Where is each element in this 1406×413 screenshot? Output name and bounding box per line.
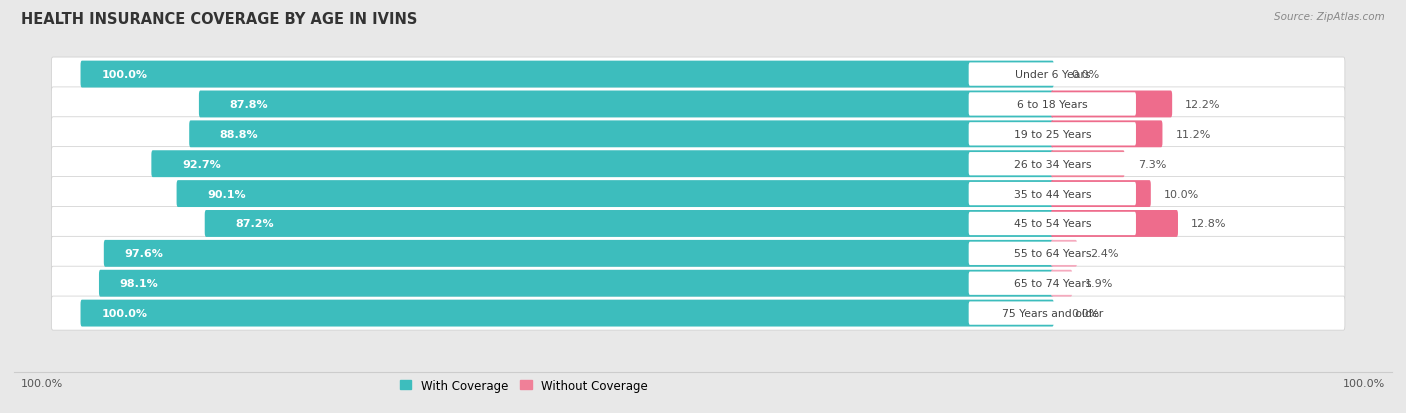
FancyBboxPatch shape: [152, 151, 1053, 178]
FancyBboxPatch shape: [198, 91, 1053, 118]
FancyBboxPatch shape: [80, 300, 1053, 327]
Text: 1.9%: 1.9%: [1085, 278, 1114, 289]
Text: 87.8%: 87.8%: [229, 100, 269, 110]
Text: 0.0%: 0.0%: [1071, 309, 1099, 318]
FancyBboxPatch shape: [1050, 91, 1173, 118]
FancyBboxPatch shape: [969, 123, 1136, 146]
Text: 75 Years and older: 75 Years and older: [1001, 309, 1102, 318]
Text: 45 to 54 Years: 45 to 54 Years: [1014, 219, 1091, 229]
Text: 0.0%: 0.0%: [1071, 70, 1099, 80]
Text: 65 to 74 Years: 65 to 74 Years: [1014, 278, 1091, 289]
Text: 12.2%: 12.2%: [1185, 100, 1220, 110]
FancyBboxPatch shape: [1050, 240, 1077, 267]
FancyBboxPatch shape: [1050, 270, 1073, 297]
Text: 90.1%: 90.1%: [207, 189, 246, 199]
FancyBboxPatch shape: [969, 242, 1136, 265]
Text: 55 to 64 Years: 55 to 64 Years: [1014, 249, 1091, 259]
Text: 100.0%: 100.0%: [101, 309, 148, 318]
FancyBboxPatch shape: [80, 62, 1053, 88]
Text: 26 to 34 Years: 26 to 34 Years: [1014, 159, 1091, 169]
FancyBboxPatch shape: [52, 58, 1346, 92]
FancyBboxPatch shape: [969, 183, 1136, 206]
FancyBboxPatch shape: [190, 121, 1053, 148]
Text: 7.3%: 7.3%: [1137, 159, 1166, 169]
Text: 19 to 25 Years: 19 to 25 Years: [1014, 130, 1091, 140]
Text: 11.2%: 11.2%: [1175, 130, 1211, 140]
FancyBboxPatch shape: [969, 272, 1136, 295]
Text: 2.4%: 2.4%: [1090, 249, 1119, 259]
Text: 6 to 18 Years: 6 to 18 Years: [1017, 100, 1088, 110]
FancyBboxPatch shape: [969, 153, 1136, 176]
Text: 12.8%: 12.8%: [1191, 219, 1226, 229]
FancyBboxPatch shape: [52, 266, 1346, 301]
Text: HEALTH INSURANCE COVERAGE BY AGE IN IVINS: HEALTH INSURANCE COVERAGE BY AGE IN IVIN…: [21, 12, 418, 27]
Text: 97.6%: 97.6%: [125, 249, 163, 259]
FancyBboxPatch shape: [52, 147, 1346, 181]
FancyBboxPatch shape: [52, 88, 1346, 122]
FancyBboxPatch shape: [969, 63, 1136, 86]
Text: 10.0%: 10.0%: [1164, 189, 1199, 199]
Text: Source: ZipAtlas.com: Source: ZipAtlas.com: [1274, 12, 1385, 22]
Text: 100.0%: 100.0%: [101, 70, 148, 80]
Text: 88.8%: 88.8%: [219, 130, 259, 140]
Legend: With Coverage, Without Coverage: With Coverage, Without Coverage: [395, 374, 652, 396]
Text: 35 to 44 Years: 35 to 44 Years: [1014, 189, 1091, 199]
Text: 100.0%: 100.0%: [1343, 378, 1385, 388]
Text: 100.0%: 100.0%: [21, 378, 63, 388]
FancyBboxPatch shape: [1050, 181, 1150, 207]
FancyBboxPatch shape: [1050, 121, 1163, 148]
FancyBboxPatch shape: [205, 211, 1053, 237]
FancyBboxPatch shape: [969, 93, 1136, 116]
FancyBboxPatch shape: [104, 240, 1053, 267]
FancyBboxPatch shape: [1050, 211, 1178, 237]
Text: 87.2%: 87.2%: [235, 219, 274, 229]
FancyBboxPatch shape: [52, 237, 1346, 271]
FancyBboxPatch shape: [1050, 151, 1125, 178]
FancyBboxPatch shape: [969, 212, 1136, 235]
Text: 98.1%: 98.1%: [120, 278, 159, 289]
Text: Under 6 Years: Under 6 Years: [1015, 70, 1090, 80]
FancyBboxPatch shape: [98, 270, 1053, 297]
FancyBboxPatch shape: [52, 177, 1346, 211]
FancyBboxPatch shape: [177, 181, 1053, 207]
FancyBboxPatch shape: [52, 297, 1346, 330]
FancyBboxPatch shape: [52, 207, 1346, 241]
FancyBboxPatch shape: [52, 118, 1346, 152]
FancyBboxPatch shape: [969, 302, 1136, 325]
Text: 92.7%: 92.7%: [181, 159, 221, 169]
